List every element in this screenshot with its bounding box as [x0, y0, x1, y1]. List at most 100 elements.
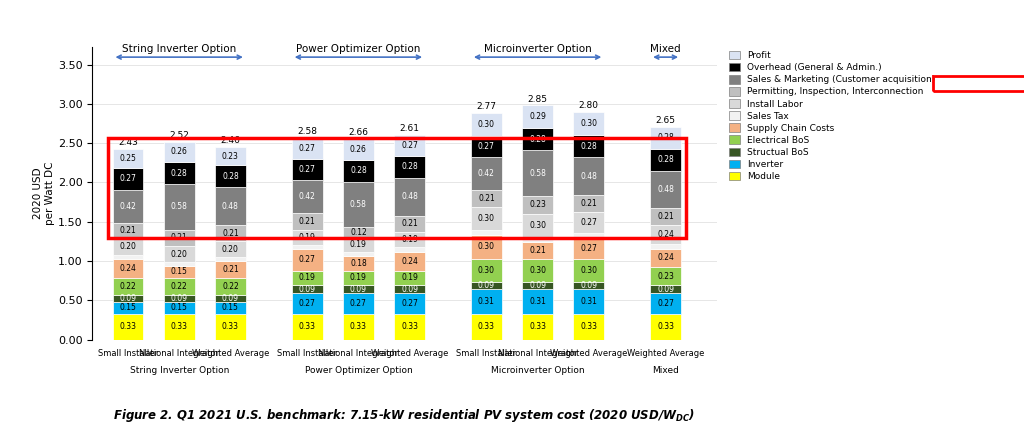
- Bar: [343, 252, 374, 256]
- Bar: [343, 182, 374, 227]
- Bar: [394, 314, 425, 340]
- Bar: [471, 259, 502, 283]
- Bar: [108, 138, 686, 237]
- Text: 0.23: 0.23: [222, 152, 239, 161]
- Text: 0.30: 0.30: [478, 120, 495, 129]
- Bar: [650, 149, 681, 171]
- Bar: [573, 195, 604, 212]
- Text: 0.18: 0.18: [350, 259, 367, 268]
- Bar: [343, 237, 374, 252]
- Text: 0.19: 0.19: [350, 273, 367, 283]
- Text: 0.09: 0.09: [299, 285, 315, 294]
- Bar: [394, 247, 425, 252]
- Bar: [394, 178, 425, 215]
- Text: 0.09: 0.09: [529, 281, 546, 290]
- Text: 0.19: 0.19: [350, 240, 367, 249]
- Text: 0.27: 0.27: [657, 299, 674, 307]
- Bar: [650, 292, 681, 314]
- Bar: [471, 207, 502, 230]
- Text: 0.28: 0.28: [529, 135, 546, 144]
- Bar: [522, 196, 553, 214]
- Text: 2.66: 2.66: [348, 128, 369, 137]
- Bar: [522, 259, 553, 283]
- Bar: [292, 270, 323, 286]
- Text: 2.61: 2.61: [399, 123, 420, 132]
- Bar: [394, 252, 425, 270]
- Bar: [573, 237, 604, 259]
- Text: 0.15: 0.15: [171, 267, 187, 276]
- Text: 0.22: 0.22: [222, 282, 239, 291]
- Bar: [471, 314, 502, 340]
- Bar: [573, 283, 604, 289]
- Bar: [215, 165, 246, 187]
- Text: 0.48: 0.48: [222, 202, 239, 211]
- Text: 0.30: 0.30: [581, 266, 597, 275]
- Bar: [650, 209, 681, 225]
- Bar: [215, 187, 246, 225]
- Text: 0.33: 0.33: [581, 322, 597, 331]
- Text: 0.30: 0.30: [478, 243, 495, 252]
- Bar: [471, 113, 502, 136]
- Bar: [471, 157, 502, 190]
- Bar: [394, 270, 425, 286]
- Bar: [292, 230, 323, 245]
- Bar: [113, 169, 143, 190]
- Text: 0.09: 0.09: [478, 281, 495, 290]
- Bar: [292, 159, 323, 180]
- Bar: [650, 225, 681, 244]
- Text: 0.33: 0.33: [120, 322, 136, 331]
- Text: 2.77: 2.77: [476, 101, 497, 111]
- Text: 0.27: 0.27: [581, 244, 597, 253]
- Text: 0.27: 0.27: [299, 299, 315, 307]
- Text: 0.24: 0.24: [657, 253, 674, 262]
- Text: 0.21: 0.21: [120, 226, 136, 235]
- Bar: [394, 156, 425, 178]
- Bar: [215, 242, 246, 257]
- Text: 0.27: 0.27: [478, 142, 495, 151]
- Text: 0.09: 0.09: [120, 294, 136, 303]
- Bar: [394, 292, 425, 314]
- Bar: [164, 184, 195, 230]
- Text: 0.28: 0.28: [222, 172, 239, 181]
- Text: 0.22: 0.22: [171, 282, 187, 291]
- Text: 0.24: 0.24: [657, 230, 674, 239]
- Text: 0.21: 0.21: [478, 194, 495, 203]
- Bar: [292, 249, 323, 270]
- Text: 2.85: 2.85: [527, 95, 548, 104]
- Text: 0.33: 0.33: [657, 322, 674, 331]
- Text: 0.48: 0.48: [581, 172, 597, 181]
- Bar: [522, 283, 553, 289]
- Bar: [113, 223, 143, 239]
- Text: 0.48: 0.48: [401, 192, 418, 201]
- Bar: [522, 214, 553, 237]
- Bar: [650, 127, 681, 149]
- Text: 0.12: 0.12: [350, 227, 367, 236]
- Text: 0.09: 0.09: [222, 294, 239, 303]
- Text: 0.30: 0.30: [529, 266, 546, 275]
- Text: 2.52: 2.52: [169, 131, 189, 140]
- Text: 0.28: 0.28: [171, 169, 187, 178]
- Bar: [573, 289, 604, 314]
- Text: 0.58: 0.58: [171, 203, 187, 212]
- Text: 0.58: 0.58: [350, 200, 367, 209]
- Text: 0.19: 0.19: [299, 233, 315, 242]
- Bar: [343, 227, 374, 237]
- Bar: [215, 302, 246, 314]
- Text: 0.27: 0.27: [120, 175, 136, 184]
- Text: Figure 2. Q1 2021 U.S. benchmark: 7.15-kW residential PV system cost (2020 USD/W: Figure 2. Q1 2021 U.S. benchmark: 7.15-k…: [114, 407, 695, 424]
- Text: 0.27: 0.27: [401, 299, 418, 307]
- Text: 0.21: 0.21: [222, 265, 239, 274]
- Text: 2.43: 2.43: [118, 138, 138, 147]
- Bar: [471, 230, 502, 235]
- Bar: [343, 292, 374, 314]
- Text: 0.19: 0.19: [299, 273, 315, 283]
- Bar: [471, 136, 502, 157]
- Bar: [343, 286, 374, 292]
- Text: Power Optimizer Option: Power Optimizer Option: [304, 366, 413, 375]
- Bar: [394, 286, 425, 292]
- Text: 2.80: 2.80: [579, 101, 599, 110]
- Bar: [343, 256, 374, 270]
- Text: 0.27: 0.27: [299, 255, 315, 264]
- Text: 0.21: 0.21: [299, 217, 315, 226]
- Bar: [164, 314, 195, 340]
